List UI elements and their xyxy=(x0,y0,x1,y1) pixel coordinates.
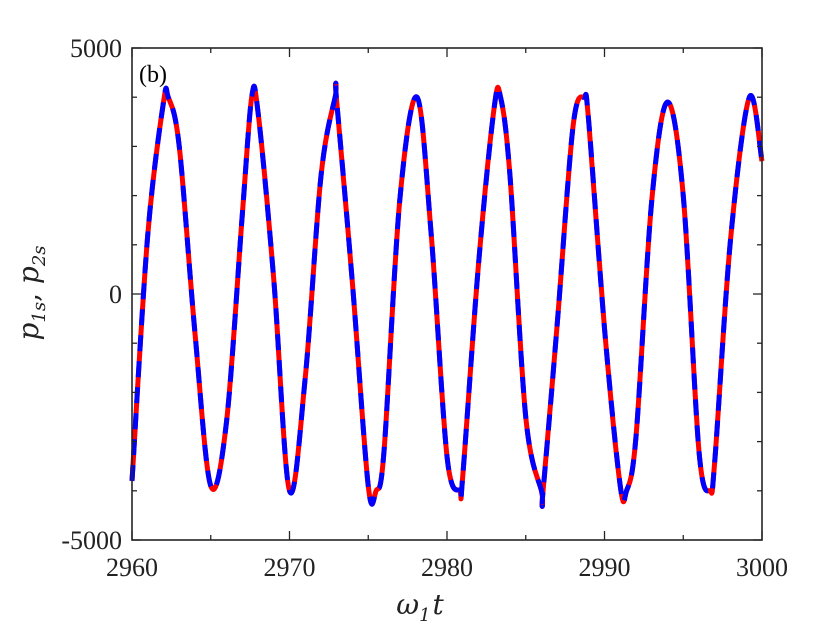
y-tick-label: -5000 xyxy=(61,526,122,555)
y-axis-label: p1s, p2s xyxy=(12,245,50,340)
x-tick-label: 3000 xyxy=(736,553,788,582)
x-tick-label: 2960 xyxy=(106,553,158,582)
series-line-2 xyxy=(129,80,765,509)
x-tick-label: 2970 xyxy=(264,553,316,582)
y-tick-label: 5000 xyxy=(70,34,122,63)
x-tick-label: 2990 xyxy=(579,553,631,582)
plot-frame xyxy=(131,47,763,541)
x-axis-label: ω1t xyxy=(396,588,444,626)
x-tick-label: 2980 xyxy=(421,553,473,582)
series-layer xyxy=(129,80,765,509)
panel-label: (b) xyxy=(139,62,167,88)
y-tick-label: 0 xyxy=(109,280,122,309)
